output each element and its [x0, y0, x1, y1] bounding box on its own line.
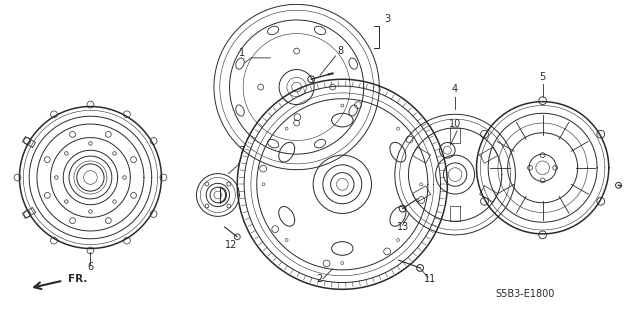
Text: 13: 13	[397, 222, 409, 232]
Text: 10: 10	[449, 119, 461, 129]
Text: 6: 6	[88, 262, 93, 272]
Text: 11: 11	[424, 274, 436, 284]
Text: 12: 12	[225, 240, 237, 249]
Text: 8: 8	[337, 46, 344, 56]
Text: S5B3-E1800: S5B3-E1800	[495, 289, 555, 299]
Text: 3: 3	[384, 14, 390, 24]
Text: 1: 1	[239, 48, 245, 58]
Text: 2: 2	[316, 274, 322, 284]
Text: FR.: FR.	[68, 274, 88, 284]
Text: 7: 7	[238, 146, 244, 156]
Text: 9: 9	[639, 177, 640, 187]
Text: 4: 4	[452, 84, 458, 94]
Text: 5: 5	[540, 72, 546, 82]
